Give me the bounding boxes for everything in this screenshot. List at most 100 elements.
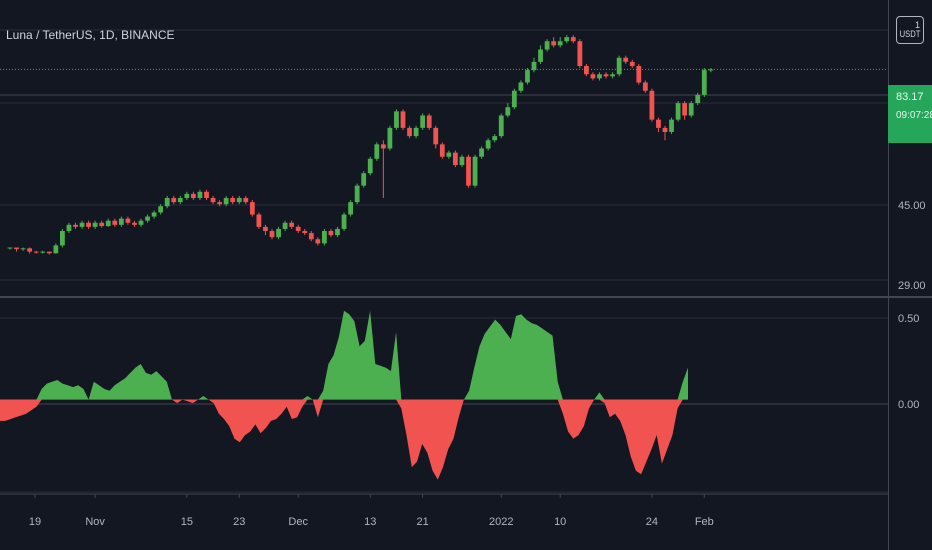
candle-body bbox=[361, 173, 367, 186]
candle-body bbox=[669, 119, 674, 132]
candle-body bbox=[99, 222, 105, 227]
candle-body bbox=[230, 198, 236, 203]
candle-body bbox=[616, 57, 622, 75]
candle-body bbox=[33, 251, 39, 253]
candle-body bbox=[446, 152, 452, 157]
candle-body bbox=[295, 226, 301, 231]
oscillator-tick-label: 0.50 bbox=[898, 313, 919, 325]
price-tick-label: 45.00 bbox=[898, 200, 926, 212]
currency-marker: 1 bbox=[914, 20, 920, 30]
candle-body bbox=[302, 231, 308, 234]
candle-body bbox=[177, 198, 183, 203]
candle-body bbox=[597, 74, 602, 79]
candle-body bbox=[577, 41, 583, 66]
candle-body bbox=[164, 198, 170, 207]
candle-body bbox=[328, 231, 334, 236]
candle-body bbox=[682, 103, 688, 116]
candle-body bbox=[557, 41, 563, 46]
time-tick-label: 21 bbox=[417, 516, 429, 528]
currency-button[interactable]: 1 USDT bbox=[896, 16, 924, 44]
candle-body bbox=[701, 70, 707, 95]
candle-body bbox=[649, 90, 655, 120]
symbol-label: Luna / TetherUS, 1D, BINANCE bbox=[6, 28, 175, 42]
bar-countdown: 09:07:28 bbox=[896, 110, 932, 121]
candle-body bbox=[400, 111, 406, 128]
last-price-value: 83.17 bbox=[896, 91, 924, 103]
candle-body bbox=[256, 214, 262, 227]
oscillator-axis-ticks: 0.50 0.00 bbox=[898, 313, 919, 411]
candle-body bbox=[695, 94, 701, 104]
candle-body bbox=[367, 158, 373, 174]
candle-body bbox=[86, 222, 91, 227]
candle-body bbox=[151, 212, 157, 217]
candle-body bbox=[642, 82, 648, 91]
oscillator-negative-area bbox=[0, 399, 688, 480]
candle-body bbox=[145, 216, 150, 221]
candle-body bbox=[46, 251, 52, 254]
candle-body bbox=[551, 41, 557, 46]
candle-body bbox=[341, 214, 347, 229]
candle-body bbox=[525, 70, 530, 83]
candle-body bbox=[505, 107, 511, 116]
candle-body bbox=[171, 198, 177, 203]
candle-body bbox=[459, 156, 465, 165]
price-axis-ticks: 45.00 29.00 bbox=[898, 200, 926, 292]
candle-body bbox=[466, 156, 471, 186]
candle-body bbox=[92, 222, 98, 227]
candle-body bbox=[204, 191, 209, 198]
time-tick-label: 10 bbox=[554, 516, 566, 528]
candle-body bbox=[511, 90, 517, 108]
candle-body bbox=[335, 228, 340, 236]
candle-body bbox=[656, 119, 661, 128]
candle-body bbox=[282, 222, 288, 229]
candle-body bbox=[132, 222, 137, 225]
time-tick-label: 2022 bbox=[489, 516, 513, 528]
candle-body bbox=[348, 202, 353, 215]
candle-body bbox=[590, 74, 596, 79]
time-tick-label: 23 bbox=[233, 516, 245, 528]
time-axis-ticks: 19 Nov 15 23 Dec 13 21 2022 10 24 Feb bbox=[29, 494, 714, 528]
candle-body bbox=[439, 144, 445, 157]
candle-body bbox=[407, 127, 412, 137]
candle-body bbox=[623, 57, 629, 62]
candle-body bbox=[538, 49, 543, 62]
candle-body bbox=[276, 228, 281, 238]
candle-body bbox=[629, 61, 635, 66]
candle-body bbox=[492, 136, 498, 141]
candle-body bbox=[243, 198, 249, 203]
time-tick-label: 19 bbox=[29, 516, 41, 528]
time-tick-label: 13 bbox=[364, 516, 376, 528]
candle-body bbox=[570, 37, 576, 42]
candle-body bbox=[413, 127, 419, 137]
candle-body bbox=[60, 231, 65, 246]
candle-body bbox=[27, 248, 33, 252]
candle-body bbox=[603, 74, 609, 77]
candle-body bbox=[105, 220, 111, 227]
candle-body bbox=[66, 224, 72, 231]
time-tick-label: 24 bbox=[646, 516, 658, 528]
candlestick-series bbox=[7, 35, 714, 255]
candle-body bbox=[20, 248, 26, 250]
candle-body bbox=[479, 148, 484, 157]
oscillator-tick-label: 0.00 bbox=[898, 399, 919, 411]
candle-body bbox=[40, 251, 46, 253]
candle-body bbox=[53, 245, 59, 254]
gridlines bbox=[0, 29, 888, 493]
candle-body bbox=[420, 115, 426, 128]
candle-body bbox=[223, 198, 229, 205]
candle-body bbox=[636, 66, 642, 83]
candle-body bbox=[387, 127, 393, 149]
time-tick-label: Feb bbox=[695, 516, 714, 528]
candle-body bbox=[662, 127, 668, 132]
candle-body bbox=[354, 185, 360, 203]
candle-body bbox=[7, 247, 13, 249]
candle-body bbox=[433, 127, 439, 145]
time-tick-label: 15 bbox=[181, 516, 193, 528]
candle-body bbox=[688, 103, 694, 116]
candle-body bbox=[236, 198, 242, 203]
last-price-tag: 83.17 09:07:28 bbox=[888, 85, 932, 143]
candle-body bbox=[380, 144, 386, 149]
candle-body bbox=[675, 103, 681, 120]
